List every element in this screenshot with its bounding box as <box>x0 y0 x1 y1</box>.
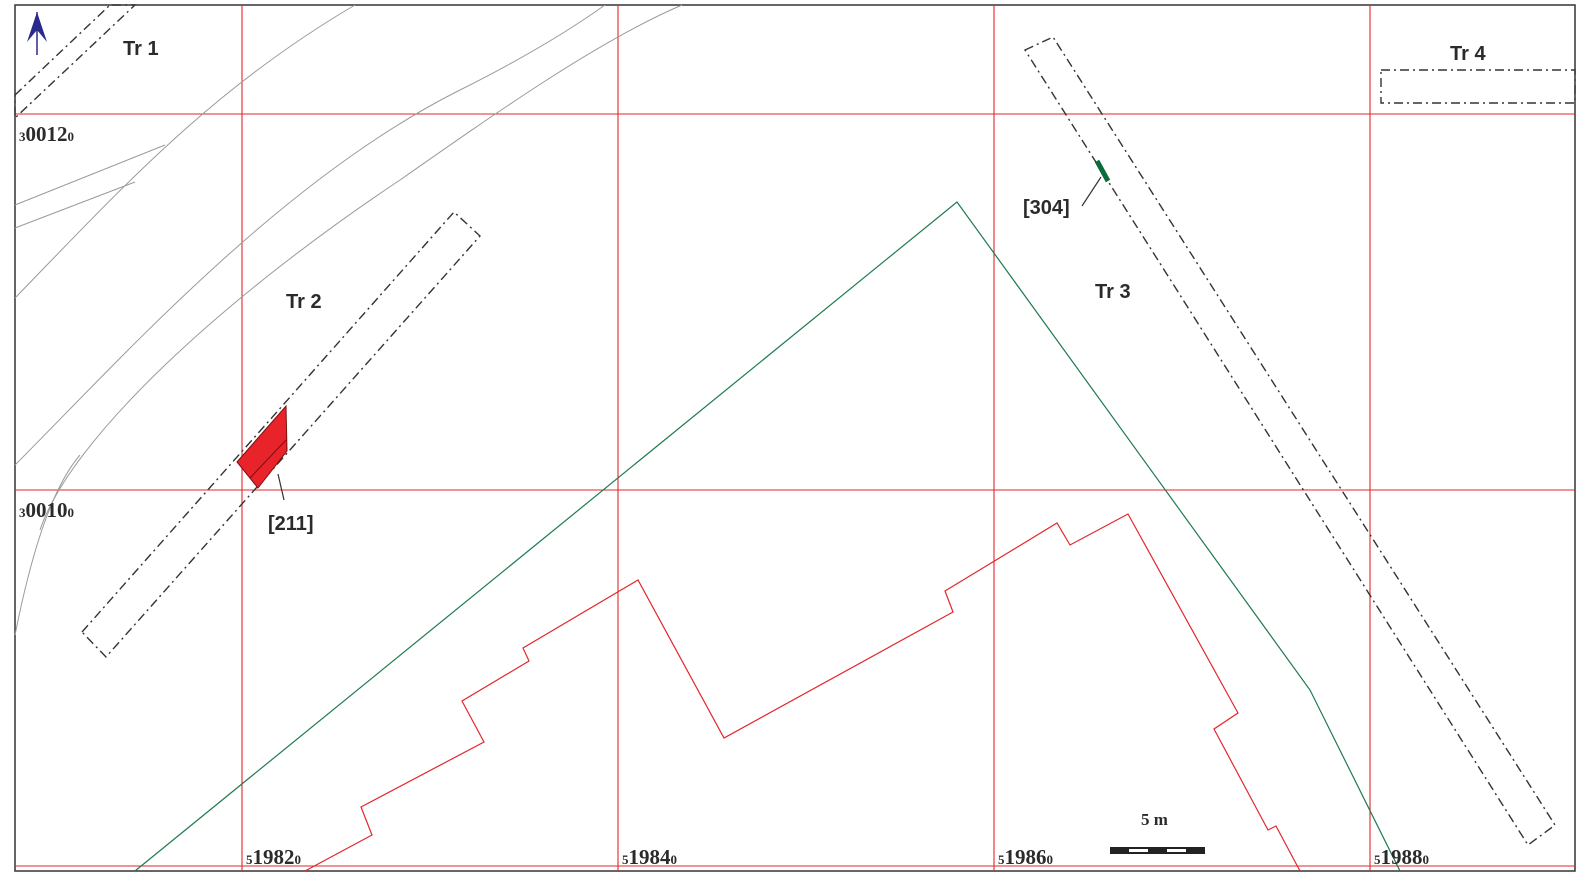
trench-2-label: Tr 2 <box>286 291 322 313</box>
trench-1-outline <box>14 4 137 120</box>
grid-lines <box>15 5 1575 871</box>
easting-label-3: 519860 <box>998 845 1053 869</box>
scale-bar <box>1110 847 1205 854</box>
feature-211-label: [211] <box>268 513 314 535</box>
northing-label-mid: 300100 <box>19 498 74 522</box>
feature-304-label: [304] <box>1023 197 1070 219</box>
feature-304-leader <box>1081 176 1102 207</box>
road-lines <box>14 4 683 636</box>
feature-211-shape <box>236 404 288 489</box>
scale-bar-label: 5 m <box>1141 810 1168 829</box>
easting-label-1: 519820 <box>246 845 301 869</box>
map-frame <box>14 4 1576 872</box>
trench-4-label: Tr 4 <box>1450 43 1486 65</box>
trench-4-outline <box>1380 69 1576 104</box>
trench-1-label: Tr 1 <box>123 38 159 60</box>
trench-3-outline <box>1023 36 1556 847</box>
easting-label-4: 519880 <box>1374 845 1429 869</box>
easting-label-2: 519840 <box>622 845 677 869</box>
feature-211-leader <box>277 473 285 501</box>
trench-2-outline <box>81 211 481 659</box>
feature-304-shape <box>1094 159 1111 183</box>
building-outline <box>304 513 1301 872</box>
site-boundary <box>134 201 1401 872</box>
trench-3-label: Tr 3 <box>1095 281 1131 303</box>
north-arrow-icon <box>27 12 47 55</box>
northing-label-top: 300120 <box>19 122 74 146</box>
